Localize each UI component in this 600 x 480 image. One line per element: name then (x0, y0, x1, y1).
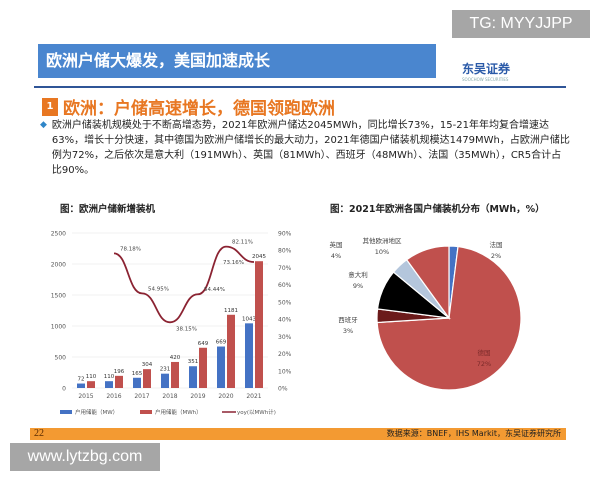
yoy-data-label: 54.44% (204, 287, 225, 293)
bar-data-label: 2045 (252, 254, 266, 260)
bar-data-label: 110 (86, 374, 97, 380)
yoy-data-label: 38.15% (176, 326, 197, 332)
y2-tick-label: 90% (278, 231, 292, 238)
company-logo: 东吴证券 SOOCHOW SECURITIES (462, 60, 510, 82)
y-tick-label: 0 (62, 386, 66, 393)
pie-percent: 4% (331, 252, 341, 260)
yoy-data-label: 73.16% (223, 260, 244, 266)
bar-mwh (115, 375, 123, 388)
bullet-text: 欧洲户储装机规模处于不断高增态势，2021年欧洲户储达2045MWh，同比增长7… (51, 120, 570, 176)
yoy-data-label: 54.95% (148, 286, 169, 292)
bar-mwh (255, 261, 263, 388)
pie-label: 其他欧洲地区 (363, 236, 403, 245)
y2-tick-label: 0% (278, 386, 288, 393)
x-tick-label: 2018 (162, 393, 177, 400)
y-tick-label: 500 (55, 355, 67, 362)
section-number: 1 (42, 97, 58, 116)
bar-data-label: 649 (198, 341, 209, 347)
footer-bar: 22 数据来源：BNEF，IHS Markit，东吴证券研究所 (30, 428, 566, 440)
bar-data-label: 110 (104, 374, 115, 380)
bar-line-chart: 0 500 1000 1500 2000 2500 0% 10% 20% 30% 40% 50% 60%… (51, 231, 522, 416)
legend-label: yoy(以MWh计) (237, 408, 276, 416)
pie-percent: 3% (343, 327, 353, 335)
pie-label: 意大利 (348, 270, 368, 279)
bar-mwh (143, 369, 151, 388)
x-tick-label: 2015 (78, 393, 93, 400)
x-tick-label: 2020 (218, 393, 233, 400)
data-source: 数据来源：BNEF，IHS Markit，东吴证券研究所 (386, 429, 561, 438)
bar-data-label: 231 (160, 367, 171, 373)
pie-percent: 2% (491, 252, 501, 260)
y-tick-label: 1500 (51, 293, 66, 300)
x-tick-label: 2019 (190, 393, 205, 400)
y2-tick-label: 60% (278, 282, 292, 289)
y2-tick-label: 70% (278, 265, 292, 272)
bar-mw (133, 377, 141, 388)
y-tick-label: 2000 (51, 262, 66, 269)
pie-percent: 10% (375, 248, 389, 256)
legend-swatch (60, 410, 72, 414)
bar-mw (161, 373, 169, 388)
y2-tick-label: 10% (278, 368, 292, 375)
bar-data-label: 351 (188, 359, 199, 365)
diamond-bullet-icon: ◆ (40, 120, 47, 130)
bar-data-label: 1181 (224, 308, 238, 314)
pie-slice (405, 245, 450, 320)
x-tick-label: 2016 (106, 393, 121, 400)
x-tick-label: 2017 (134, 393, 149, 400)
bar-mw (189, 366, 197, 388)
section-heading: 1 欧洲：户储高速增长，德国领跑欧洲 (42, 94, 335, 119)
pie-chart-title: 图：2021年欧洲各国户储装机分布（MWh，%） (330, 204, 545, 215)
pie-percent: 9% (353, 282, 363, 290)
watermark-bottom: www.lytzbg.com (10, 443, 160, 471)
yoy-line (113, 245, 255, 324)
bar-mw (217, 346, 225, 388)
legend-label: 户用储能（MW） (75, 408, 118, 416)
y2-tick-label: 40% (278, 317, 292, 324)
bar-mwh (199, 347, 207, 388)
bar-mw (245, 323, 253, 388)
bar-chart-title: 图：欧洲户储新增装机 (60, 204, 156, 215)
bar-mw (77, 383, 85, 388)
y-tick-label: 1000 (51, 324, 66, 331)
bar-data-label: 165 (132, 371, 143, 377)
page-number: 22 (34, 428, 44, 439)
slide-header-title: 欧洲户储大爆发，美国加速成长 (38, 44, 436, 78)
logo-subtext: SOOCHOW SECURITIES (462, 77, 509, 82)
yoy-data-label: 78.18% (120, 246, 141, 252)
bar-data-label: 72 (78, 377, 85, 383)
watermark-top: TG: MYYJJPP (452, 10, 590, 38)
pie-label: 德国 (478, 348, 491, 357)
pie-label: 法国 (490, 240, 503, 249)
bullet-paragraph: ◆ 欧洲户储装机规模处于不断高增态势，2021年欧洲户储达2045MWh，同比增长… (40, 118, 570, 178)
bar-data-label: 196 (114, 369, 125, 375)
bar-data-label: 304 (142, 362, 153, 368)
header-divider (34, 86, 566, 88)
y2-tick-label: 50% (278, 299, 292, 306)
legend-label: 户用储能（MWh） (155, 408, 202, 416)
legend-swatch (140, 410, 152, 414)
bar-mw (105, 381, 113, 388)
yoy-data-label: 82.11% (232, 240, 253, 246)
pie-label: 英国 (330, 240, 343, 249)
x-tick-label: 2021 (246, 393, 261, 400)
bar-data-label: 1043 (242, 316, 256, 322)
section-title: 欧洲：户储高速增长，德国领跑欧洲 (63, 99, 335, 119)
bar-mwh (87, 381, 95, 388)
bar-mwh (171, 361, 179, 388)
pie-percent: 72% (477, 360, 491, 368)
y2-tick-label: 80% (278, 248, 292, 255)
pie-label: 西班牙 (338, 315, 358, 324)
y2-tick-label: 30% (278, 334, 292, 341)
bar-data-label: 420 (170, 355, 181, 361)
logo-text: 东吴证券 (462, 62, 511, 76)
bar-mwh (227, 314, 235, 388)
y-tick-label: 2500 (51, 231, 66, 238)
y2-tick-label: 20% (278, 351, 292, 358)
bar-data-label: 669 (216, 340, 227, 346)
